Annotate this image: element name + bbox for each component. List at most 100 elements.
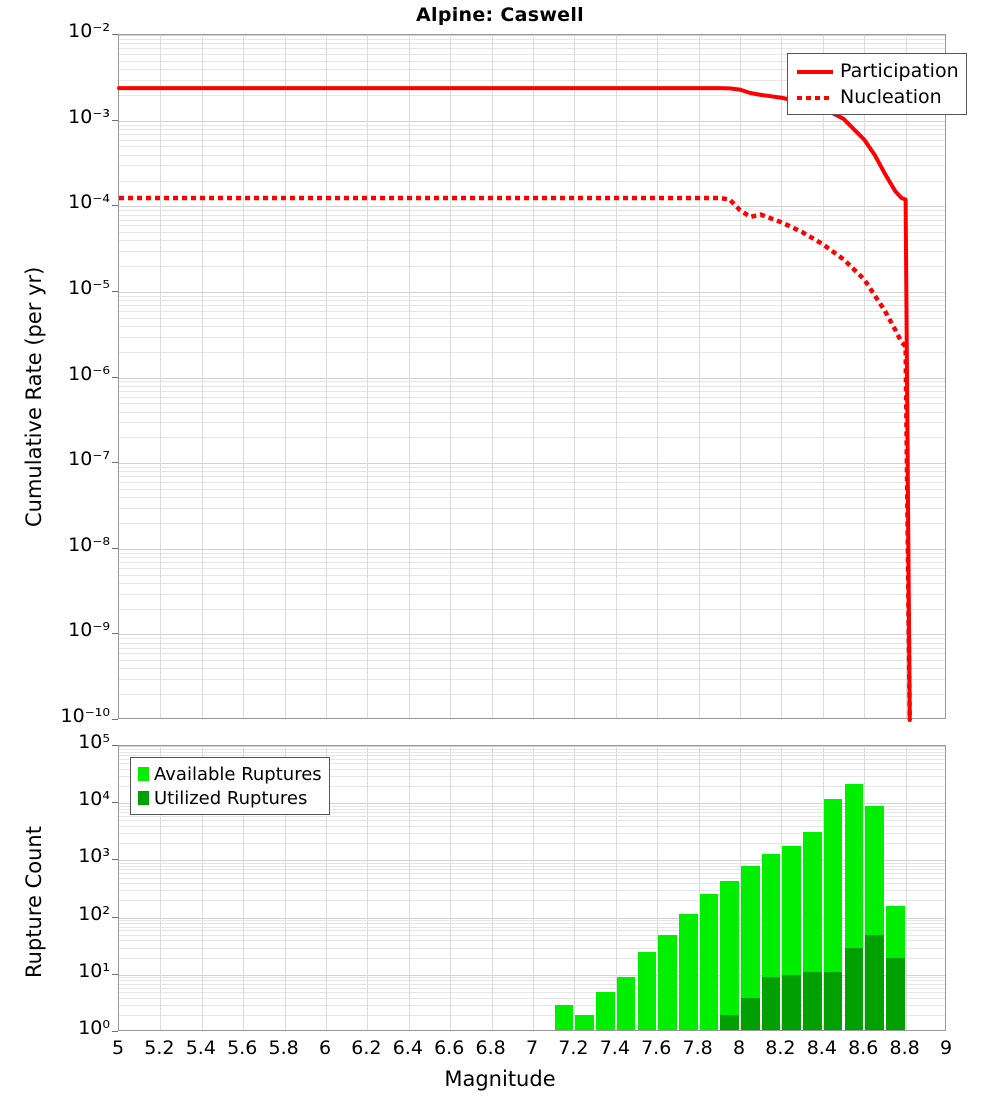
gridline-minor xyxy=(119,557,945,558)
gridline-minor xyxy=(119,653,945,655)
gridline-minor xyxy=(119,805,945,807)
gridline-vertical xyxy=(408,35,410,718)
gridline-minor xyxy=(119,900,945,902)
gridline-major xyxy=(119,746,945,747)
gridline-minor xyxy=(119,128,945,130)
gridline-minor xyxy=(119,1014,945,1016)
x-tick-label: 8.2 xyxy=(765,1037,796,1059)
gridline-vertical xyxy=(201,35,203,718)
x-tick-label: 5.8 xyxy=(268,1037,299,1059)
gridline-major xyxy=(119,974,945,976)
bar-utilized xyxy=(803,972,822,1030)
top-y-tick-mark xyxy=(112,376,118,378)
gridline-major xyxy=(119,548,945,550)
x-tick-label: 5.4 xyxy=(185,1037,216,1059)
bar-available xyxy=(678,914,698,1030)
gridline-minor xyxy=(119,775,945,777)
gridline-major xyxy=(119,377,945,379)
top-y-tick-label: 10⁻⁶ xyxy=(68,362,110,385)
gridline-vertical xyxy=(533,746,534,1030)
bottom-y-tick-label: 10⁰ xyxy=(78,1017,110,1039)
gridline-minor xyxy=(119,608,945,610)
top-y-tick-mark xyxy=(112,205,118,207)
gridline-vertical xyxy=(243,35,245,718)
gridline-vertical xyxy=(574,35,576,718)
gridline-minor xyxy=(119,638,945,640)
bottom-y-tick-label: 10² xyxy=(78,902,110,925)
gridline-vertical xyxy=(698,746,700,1030)
gridline-minor xyxy=(119,808,945,810)
curve-participation xyxy=(117,86,912,722)
gridline-minor xyxy=(119,437,945,439)
gridline-vertical xyxy=(533,35,534,718)
gridline-minor xyxy=(119,214,945,216)
gridline-major xyxy=(119,120,945,122)
rupture-count-panel xyxy=(118,745,946,1031)
gridline-minor xyxy=(119,890,945,892)
gridline-vertical xyxy=(781,746,783,1030)
gridline-minor xyxy=(119,947,945,949)
gridline-minor xyxy=(119,820,945,822)
gridline-minor xyxy=(119,883,945,885)
gridline-vertical xyxy=(160,35,162,718)
gridline-minor xyxy=(119,754,945,756)
gridline-minor xyxy=(119,873,945,875)
gridline-minor xyxy=(119,403,945,405)
top-y-tick-label: 10⁻¹⁰ xyxy=(60,705,110,727)
histogram-bars xyxy=(119,746,945,1030)
gridline-vertical xyxy=(491,746,493,1030)
top-y-tick-mark xyxy=(112,547,118,549)
gridline-vertical xyxy=(450,746,452,1030)
gridline-minor xyxy=(119,869,945,871)
gridline-vertical xyxy=(450,35,452,718)
gridline-minor xyxy=(119,877,945,879)
bar-utilized xyxy=(885,957,905,1030)
x-axis-title: Magnitude xyxy=(444,1067,556,1091)
gridline-minor xyxy=(119,476,945,478)
gridline-minor xyxy=(119,552,945,554)
x-tick-label: 7 xyxy=(525,1037,539,1059)
gridline-minor xyxy=(119,930,945,932)
gridline-minor xyxy=(119,133,945,135)
gridline-minor xyxy=(119,69,945,71)
gridline-vertical xyxy=(326,746,327,1030)
legend-row: Available Ruptures xyxy=(138,762,322,786)
bottom-y-tick-mark xyxy=(112,745,118,746)
x-tick-label: 7.8 xyxy=(682,1037,713,1059)
color-swatch xyxy=(138,791,149,805)
gridline-vertical xyxy=(615,746,617,1030)
bottom-y-tick-mark xyxy=(112,802,118,804)
bar-available xyxy=(554,1004,574,1030)
bottom-y-tick-label: 10¹ xyxy=(78,959,110,982)
gridline-minor xyxy=(119,983,945,985)
gridline-minor xyxy=(119,240,945,242)
top-y-axis-title: Cumulative Rate (per yr) xyxy=(22,266,46,527)
gridline-minor xyxy=(119,139,945,141)
gridline-minor xyxy=(119,381,945,383)
gridline-minor xyxy=(119,317,945,319)
gridline-minor xyxy=(119,154,945,156)
x-tick-label: 8.6 xyxy=(848,1037,879,1059)
legend-row: Nucleation xyxy=(795,84,959,110)
gridline-major xyxy=(119,463,945,465)
bottom-y-tick-mark xyxy=(112,859,118,861)
gridline-minor xyxy=(119,934,945,936)
x-tick-label: 6.8 xyxy=(475,1037,506,1059)
gridline-major xyxy=(119,917,945,919)
bottom-gridlines xyxy=(119,746,945,1030)
gridline-minor xyxy=(119,768,945,770)
gridline-vertical xyxy=(864,746,866,1030)
gridline-minor xyxy=(119,219,945,221)
gridline-minor xyxy=(119,582,945,584)
gridline-minor xyxy=(119,225,945,227)
top-y-tick-mark xyxy=(112,633,118,635)
gridline-minor xyxy=(119,843,945,845)
gridline-minor xyxy=(119,60,945,62)
gridline-minor xyxy=(119,977,945,979)
legend-label: Nucleation xyxy=(840,86,942,108)
gridline-vertical xyxy=(160,746,162,1030)
gridline-minor xyxy=(119,923,945,925)
gridline-minor xyxy=(119,668,945,670)
gridline-minor xyxy=(119,562,945,563)
legend-label: Participation xyxy=(840,60,959,82)
